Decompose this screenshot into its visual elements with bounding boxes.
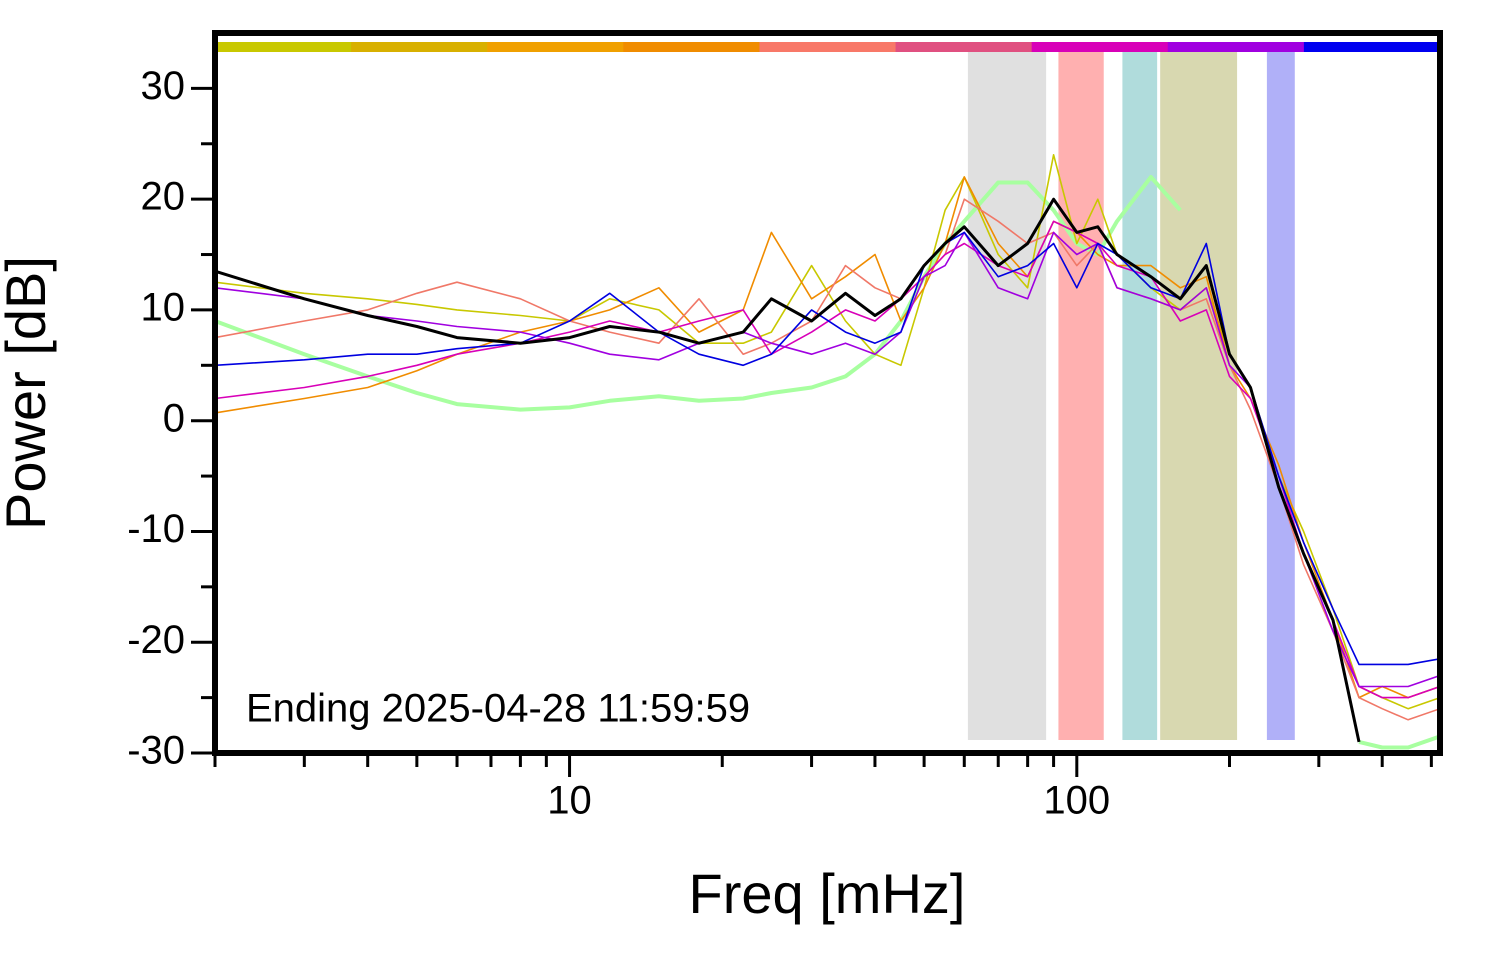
annotation: Ending 2025-04-28 11:59:59 — [246, 687, 750, 731]
y-tick-label: 10 — [141, 285, 186, 329]
x-axis-title: Freq [mHz] — [689, 862, 966, 925]
y-tick-label: -30 — [127, 729, 185, 773]
series-line — [215, 176, 1440, 699]
colorbar-segment — [1167, 42, 1305, 52]
colorbar-segment — [487, 42, 624, 52]
band — [967, 52, 1047, 740]
colorbar-segment — [759, 42, 897, 52]
series-line — [215, 231, 1440, 688]
frame — [212, 30, 1443, 756]
y-tick-label: -10 — [127, 507, 185, 551]
plot-area — [215, 42, 1440, 750]
colorbar-segment — [895, 42, 1033, 52]
band — [1160, 52, 1238, 740]
colorbar-segment — [1031, 42, 1169, 52]
colorbar-segment — [623, 42, 760, 52]
series-line — [215, 175, 1440, 750]
y-tick-label: 0 — [163, 396, 185, 440]
colorbar-segment — [1303, 42, 1440, 52]
y-axis-title: Power [dB] — [0, 256, 57, 530]
x-tick-label: 10 — [547, 779, 592, 823]
y-tick-label: -20 — [127, 618, 185, 662]
band — [1058, 52, 1104, 740]
y-tick-label: 30 — [141, 64, 186, 108]
band — [1266, 52, 1295, 740]
colorbar-segment — [351, 42, 488, 52]
y-tick-label: 20 — [141, 175, 186, 219]
series-line — [215, 198, 1440, 721]
series-line — [215, 231, 1440, 666]
colorbar-segment — [215, 42, 352, 52]
band — [1122, 52, 1158, 740]
x-tick-label: 100 — [1043, 779, 1110, 823]
series-line — [215, 197, 1361, 743]
series-line — [215, 154, 1440, 710]
